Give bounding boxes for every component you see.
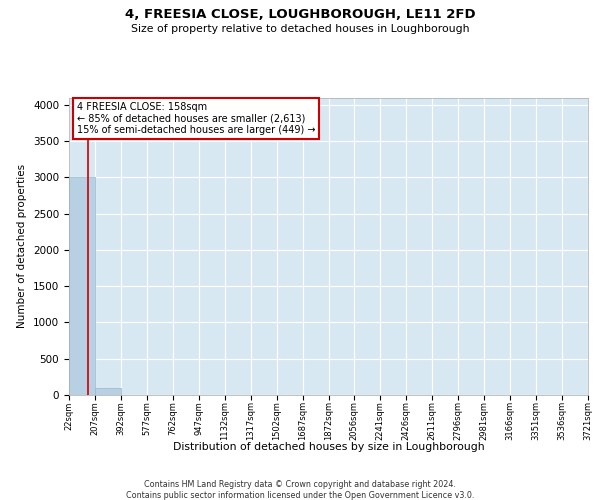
Text: Contains HM Land Registry data © Crown copyright and database right 2024.
Contai: Contains HM Land Registry data © Crown c… — [126, 480, 474, 500]
Text: Size of property relative to detached houses in Loughborough: Size of property relative to detached ho… — [131, 24, 469, 34]
Bar — [69, 178, 95, 395]
Text: 4 FREESIA CLOSE: 158sqm
← 85% of detached houses are smaller (2,613)
15% of semi: 4 FREESIA CLOSE: 158sqm ← 85% of detache… — [77, 102, 315, 135]
Text: 4, FREESIA CLOSE, LOUGHBOROUGH, LE11 2FD: 4, FREESIA CLOSE, LOUGHBOROUGH, LE11 2FD — [125, 8, 475, 20]
Bar — [95, 388, 121, 395]
Y-axis label: Number of detached properties: Number of detached properties — [17, 164, 28, 328]
Text: Distribution of detached houses by size in Loughborough: Distribution of detached houses by size … — [173, 442, 485, 452]
